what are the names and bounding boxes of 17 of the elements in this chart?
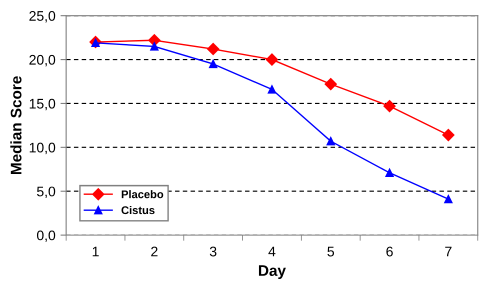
y-tick-label: 5,0 xyxy=(36,186,56,198)
y-tick-label: 10,0 xyxy=(30,142,56,154)
legend-label: Cistus xyxy=(122,206,155,214)
x-tick-label: 4 xyxy=(268,246,276,256)
y-tick-label: 15,0 xyxy=(30,98,56,110)
y-tick-label: 25,0 xyxy=(29,11,56,22)
y-axis-title: Median Score xyxy=(10,76,22,174)
x-tick-label: 5 xyxy=(327,246,334,256)
x-axis-title: Day xyxy=(258,265,286,279)
x-tick-label: 6 xyxy=(386,246,393,256)
x-tick-label: 3 xyxy=(210,246,216,256)
x-tick-label: 2 xyxy=(151,246,158,256)
y-tick-label: 20,0 xyxy=(29,54,56,66)
x-tick-label: 7 xyxy=(445,246,452,256)
x-tick-label: 1 xyxy=(92,246,99,256)
y-tick-label: 0,0 xyxy=(36,230,56,242)
legend-label: Placebo xyxy=(122,190,164,198)
